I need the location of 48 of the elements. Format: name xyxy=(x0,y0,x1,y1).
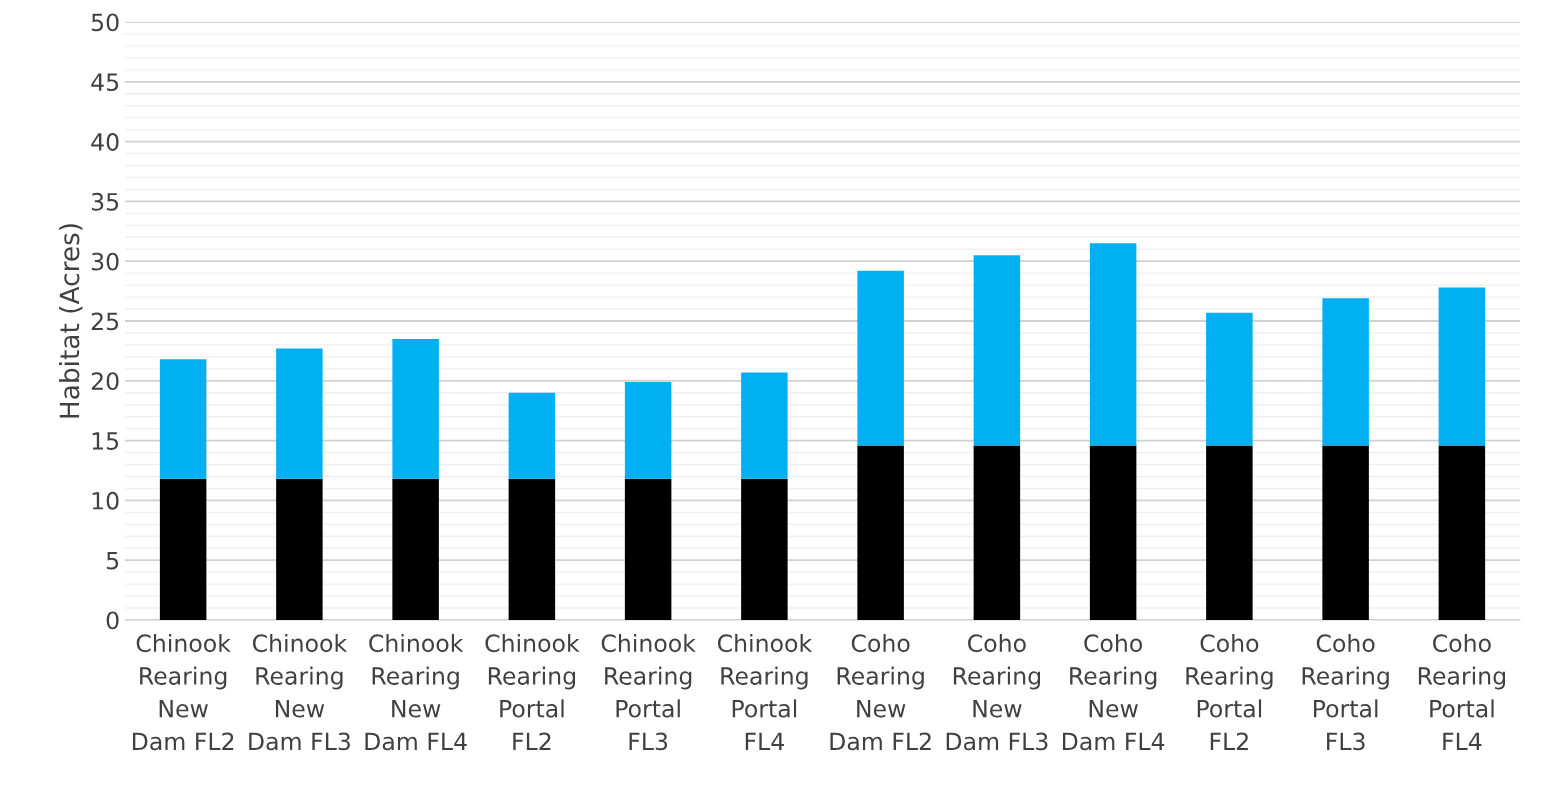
bar xyxy=(624,382,672,479)
bar xyxy=(1089,243,1137,446)
x-tick-label: Chinook Rearing New Dam FL2 xyxy=(132,633,234,751)
bar xyxy=(1322,298,1369,446)
bar xyxy=(392,338,439,479)
bar xyxy=(1089,445,1137,620)
y-tick-label: 0 xyxy=(106,611,119,630)
bar xyxy=(276,478,323,620)
y-tick-label: 30 xyxy=(91,252,119,271)
y-tick-label: 45 xyxy=(91,73,119,92)
y-tick-label: 25 xyxy=(91,312,119,331)
x-tick-label: Chinook Rearing Portal FL2 xyxy=(485,633,580,750)
bar xyxy=(973,255,1021,446)
bar xyxy=(741,372,788,479)
y-tick-label: 15 xyxy=(92,432,119,450)
x-tick-label: Coho Rearing New Dam FL2 xyxy=(830,633,931,751)
bar xyxy=(1322,445,1369,620)
x-tick-label: Chinook Rearing Portal FL4 xyxy=(717,633,813,750)
y-tick-label: 50 xyxy=(91,13,119,32)
bar xyxy=(508,478,556,620)
x-tick-label: Coho Rearing Portal FL3 xyxy=(1302,633,1389,751)
bar xyxy=(159,478,207,620)
y-tick-label: 40 xyxy=(91,133,119,151)
x-tick-label: Coho Rearing New Dam FL4 xyxy=(1062,633,1165,751)
x-tick-label: Coho Rearing Portal FL4 xyxy=(1418,633,1506,750)
bar xyxy=(624,478,672,620)
x-tick-label: Coho Rearing New Dam FL3 xyxy=(946,633,1048,751)
bar xyxy=(1206,445,1253,620)
bar xyxy=(1438,445,1486,620)
bar xyxy=(508,392,556,479)
y-tick-label: 5 xyxy=(106,551,119,570)
y-tick-label: 20 xyxy=(91,372,119,391)
y-tick-label: 35 xyxy=(91,192,119,211)
x-tick-label: Coho Rearing Portal FL2 xyxy=(1186,633,1273,750)
bar xyxy=(857,270,904,446)
y-tick-label: 10 xyxy=(92,491,119,510)
bar xyxy=(857,445,904,620)
y-axis-title: Habitat (Acres) xyxy=(59,224,83,418)
bar xyxy=(276,348,323,479)
x-tick-label: Chinook Rearing New Dam FL4 xyxy=(365,633,467,751)
bar xyxy=(159,359,207,479)
x-tick-label: Chinook Rearing Portal FL3 xyxy=(601,633,696,751)
bar xyxy=(741,478,788,620)
bar xyxy=(973,445,1021,620)
bar xyxy=(392,478,439,620)
bar xyxy=(1438,287,1486,446)
x-tick-label: Chinook Rearing New Dam FL3 xyxy=(249,633,350,751)
bar xyxy=(1206,312,1253,446)
